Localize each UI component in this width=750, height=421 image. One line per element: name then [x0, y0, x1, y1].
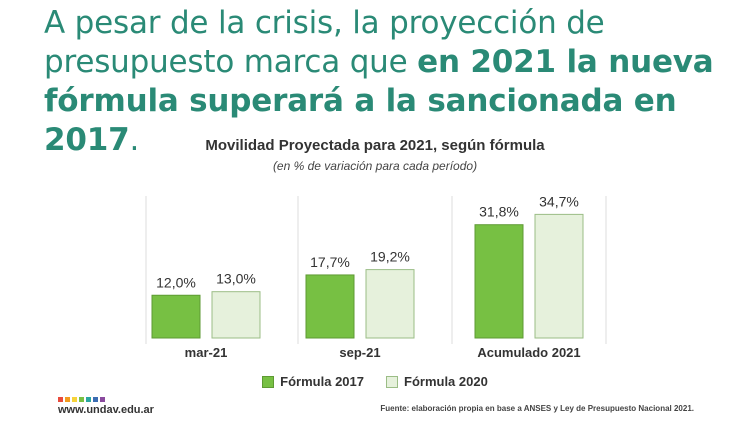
headline-line-2-bold: en 2021 la nueva [417, 44, 714, 80]
bar-formula-2020 [211, 291, 261, 339]
headline-line-1: A pesar de la crisis, la proyección de [44, 4, 744, 43]
headline-line-1-text: A pesar de la crisis, la proyección de [44, 5, 605, 41]
category-label: mar-21 [185, 345, 228, 360]
data-label: 12,0% [156, 274, 196, 290]
data-label: 17,7% [310, 254, 350, 270]
undav-logo: www.undav.edu.ar [58, 397, 154, 416]
headline-line-3-bold: fórmula superará a la sancionada en 2017 [44, 83, 677, 158]
legend-swatch-formula-2020 [386, 375, 398, 388]
category-label: sep-21 [339, 345, 380, 360]
logo-square [65, 397, 70, 402]
data-label: 13,0% [216, 271, 256, 287]
legend-item-formula-2017: Fórmula 2017 [262, 374, 364, 389]
logo-square [79, 397, 84, 402]
headline-line-3-tail: . [129, 122, 140, 158]
data-label: 19,2% [370, 249, 410, 265]
logo-url: www.undav.edu.ar [58, 404, 154, 416]
source-note: Fuente: elaboración propia en base a ANS… [380, 404, 694, 413]
data-label: 31,8% [479, 204, 519, 220]
chart-subtitle: (en % de variación para cada período) [272, 159, 478, 173]
headline-line-2-plain: presupuesto marca que [44, 44, 418, 80]
logo-square [72, 397, 77, 402]
bar-formula-2017 [305, 274, 355, 339]
data-label: 34,7% [539, 193, 579, 209]
logo-square [100, 397, 105, 402]
bar-formula-2020 [365, 269, 415, 339]
bar-formula-2017 [474, 224, 524, 339]
category-label: Acumulado 2021 [477, 345, 580, 360]
legend-label-formula-2020: Fórmula 2020 [404, 374, 488, 389]
logo-square [93, 397, 98, 402]
bar-formula-2020 [534, 213, 584, 339]
legend-swatch-formula-2017 [262, 375, 275, 388]
legend-item-formula-2020: Fórmula 2020 [386, 374, 488, 389]
bar-formula-2017 [151, 294, 201, 339]
legend: Fórmula 2017 Fórmula 2020 [0, 374, 750, 389]
logo-square [86, 397, 91, 402]
logo-color-squares [58, 397, 154, 402]
headline-line-2: presupuesto marca que en 2021 la nueva [44, 43, 744, 82]
logo-square [58, 397, 63, 402]
headline: A pesar de la crisis, la proyección de p… [44, 4, 744, 160]
legend-label-formula-2017: Fórmula 2017 [280, 374, 364, 389]
headline-line-3: fórmula superará a la sancionada en 2017… [44, 82, 744, 160]
chart-title: Movilidad Proyectada para 2021, según fó… [205, 137, 545, 154]
